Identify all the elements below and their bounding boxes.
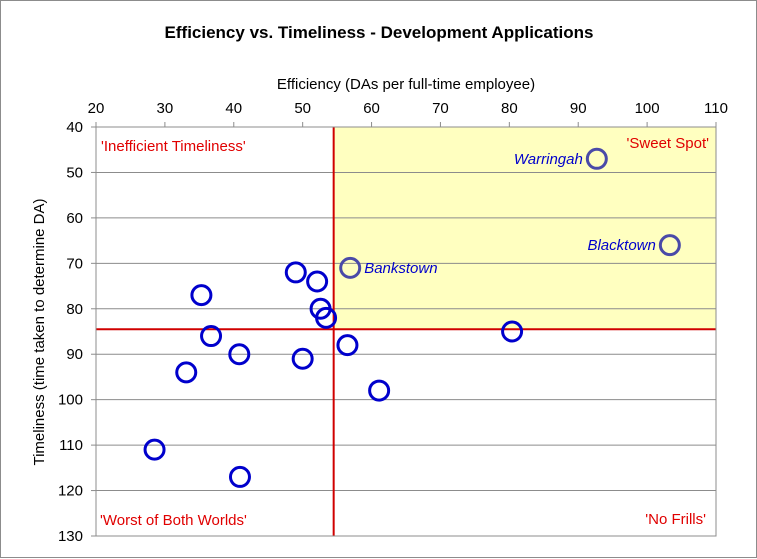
data-point-10 [200,325,223,348]
y-tick-label-90: 90 [66,346,83,363]
x-tick-label-90: 90 [570,100,587,117]
point-labels-layer: Warringah Blacktown Bankstown [364,151,656,277]
x-tick-label-110: 110 [704,100,728,117]
plot-border-layer [95,126,717,537]
y-tick-label-60: 60 [66,210,83,227]
x-tick-label-100: 100 [635,100,660,117]
x-tick-label-30: 30 [157,100,174,117]
data-point-17 [228,465,251,488]
y-tick-label-110: 110 [59,437,83,454]
data-point-8 [315,306,338,329]
data-point-13 [291,347,314,370]
point-label-blacktown: Blacktown [587,237,655,254]
quadrant-label-inefficient-timeliness: 'Inefficient Timeliness' [101,138,246,155]
x-tick-label-60: 60 [363,100,380,117]
sweet-spot-region-layer [333,127,716,330]
data-point-5 [306,270,329,293]
point-label-bankstown: Bankstown [364,260,437,277]
y-tick-label-70: 70 [66,255,83,272]
y-tick-label-120: 120 [58,483,83,500]
data-point-11 [336,334,359,357]
x-tick-label-70: 70 [432,100,449,117]
threshold-lines-layer [96,127,716,536]
tick-labels-layer: 20 30 40 50 60 70 80 90 100 110 40 50 60 70 80 90 100 110… [58,100,728,545]
data-point-1 [585,147,608,170]
data-point-3 [339,256,362,279]
quadrant-label-sweet-spot: 'Sweet Spot' [627,135,710,152]
data-point-9 [501,320,524,343]
y-tick-label-80: 80 [66,301,83,318]
x-tick-label-20: 20 [88,100,105,117]
point-label-warringah: Warringah [514,151,583,168]
plot-area-border [95,126,717,537]
data-point-2 [658,234,681,257]
x-tick-label-50: 50 [294,100,311,117]
data-point-14 [175,361,198,384]
data-point-4 [284,261,307,284]
data-point-6 [190,284,213,307]
data-point-12 [228,343,251,366]
data-point-15 [368,379,391,402]
x-tick-label-40: 40 [225,100,242,117]
y-tick-label-40: 40 [66,119,83,136]
quadrant-label-no-frills: 'No Frills' [645,511,706,528]
sweet-spot-region [333,127,716,330]
data-points-layer [143,147,681,488]
x-tick-label-80: 80 [501,100,518,117]
x-axis-label: Efficiency (DAs per full-time employee) [277,76,535,93]
y-tick-label-130: 130 [58,528,83,545]
data-point-16 [143,438,166,461]
y-axis-label: Timeliness (time taken to determine DA) [31,198,48,465]
y-tick-label-100: 100 [58,392,83,409]
quadrant-label-worst-of-both-worlds: 'Worst of Both Worlds' [100,512,247,529]
chart-title: Efficiency vs. Timeliness - Development … [165,23,594,42]
y-tick-label-50: 50 [66,164,83,181]
